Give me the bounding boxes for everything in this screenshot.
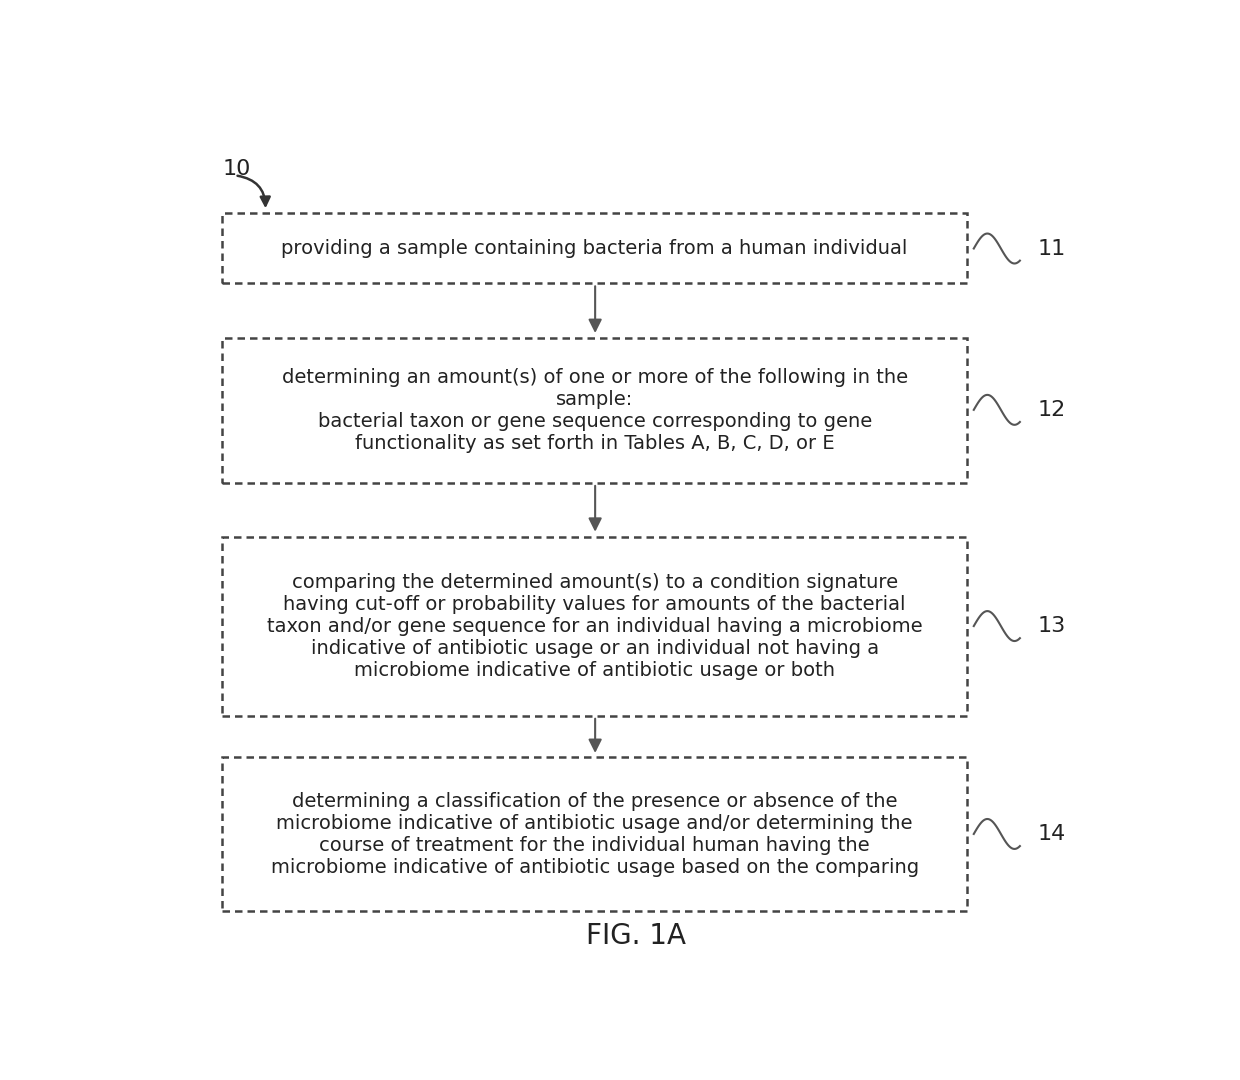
Text: 10: 10 (222, 159, 250, 178)
Text: comparing the determined amount(s) to a condition signature
having cut-off or pr: comparing the determined amount(s) to a … (267, 573, 923, 680)
Text: determining an amount(s) of one or more of the following in the
sample:
bacteria: determining an amount(s) of one or more … (281, 368, 908, 453)
Text: 14: 14 (1037, 824, 1065, 843)
Text: providing a sample containing bacteria from a human individual: providing a sample containing bacteria f… (281, 239, 908, 258)
Text: 12: 12 (1037, 400, 1065, 420)
Text: FIG. 1A: FIG. 1A (585, 922, 686, 950)
Text: 11: 11 (1037, 239, 1065, 258)
Text: 13: 13 (1037, 616, 1065, 636)
FancyBboxPatch shape (222, 213, 967, 283)
FancyBboxPatch shape (222, 337, 967, 483)
FancyBboxPatch shape (222, 537, 967, 716)
FancyBboxPatch shape (222, 757, 967, 912)
Text: determining a classification of the presence or absence of the
microbiome indica: determining a classification of the pres… (270, 792, 919, 877)
